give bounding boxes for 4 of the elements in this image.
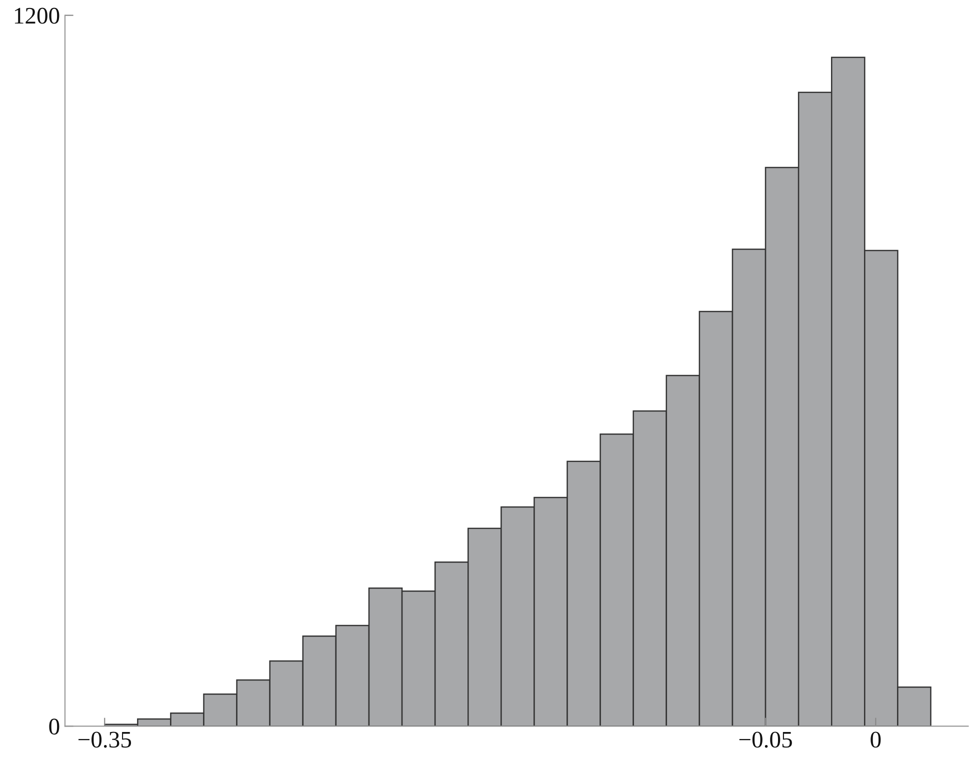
x-tick-label: 0	[870, 732, 881, 748]
x-tick-label: −0.35	[78, 732, 132, 748]
x-tick-label: −0.05	[739, 732, 792, 748]
y-tick-label: 1200	[14, 8, 60, 24]
